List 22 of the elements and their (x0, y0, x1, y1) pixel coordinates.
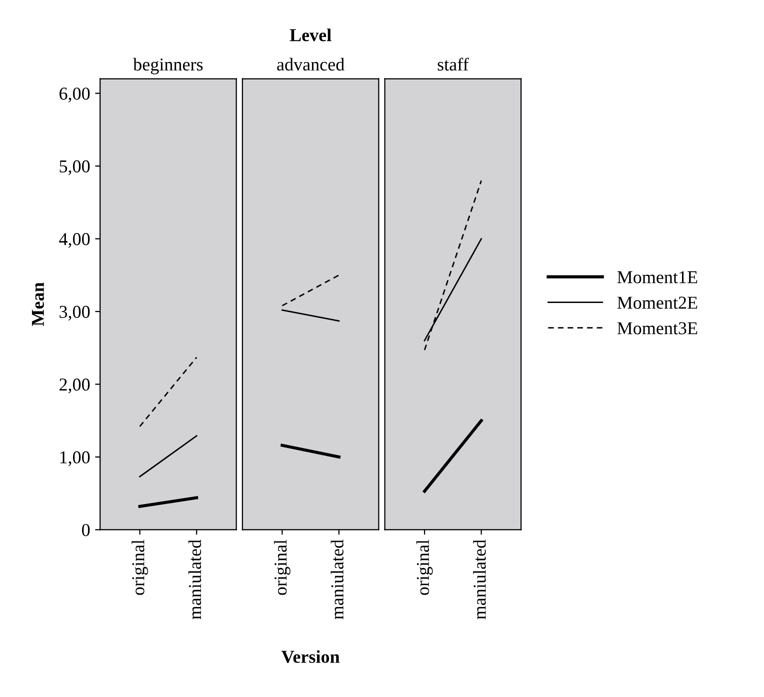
y-tick-label: 6,00 (60, 88, 90, 102)
y-tick-label: 5,00 (60, 160, 90, 176)
y-tick-label: 3,00 (60, 306, 90, 321)
x-tick-label: original (274, 540, 290, 595)
chart-subtitle: advanced (277, 58, 344, 71)
x-tick-label: original (416, 540, 433, 595)
chart-subtitle: staff (438, 58, 469, 71)
x-tick-label: original (132, 540, 148, 595)
chart-subtitle: beginners (133, 58, 203, 74)
x-axis-title: Version (282, 650, 340, 664)
x-tick-label: maniulated (473, 540, 486, 620)
y-axis-title: Mean (32, 282, 44, 326)
legend-label: Moment2E (617, 296, 698, 309)
x-tick-label: maniulated (330, 540, 344, 620)
x-tick-label: maniulated (188, 540, 202, 620)
y-tick-label: 1,00 (60, 451, 90, 466)
y-tick-label: 0 (82, 524, 90, 536)
legend-label: Moment3E (617, 322, 698, 334)
legend-label: Moment1E (617, 271, 698, 284)
chart-title: Level (290, 28, 332, 42)
y-tick-label: 2,00 (60, 378, 90, 394)
y-tick-label: 4,00 (59, 233, 90, 248)
